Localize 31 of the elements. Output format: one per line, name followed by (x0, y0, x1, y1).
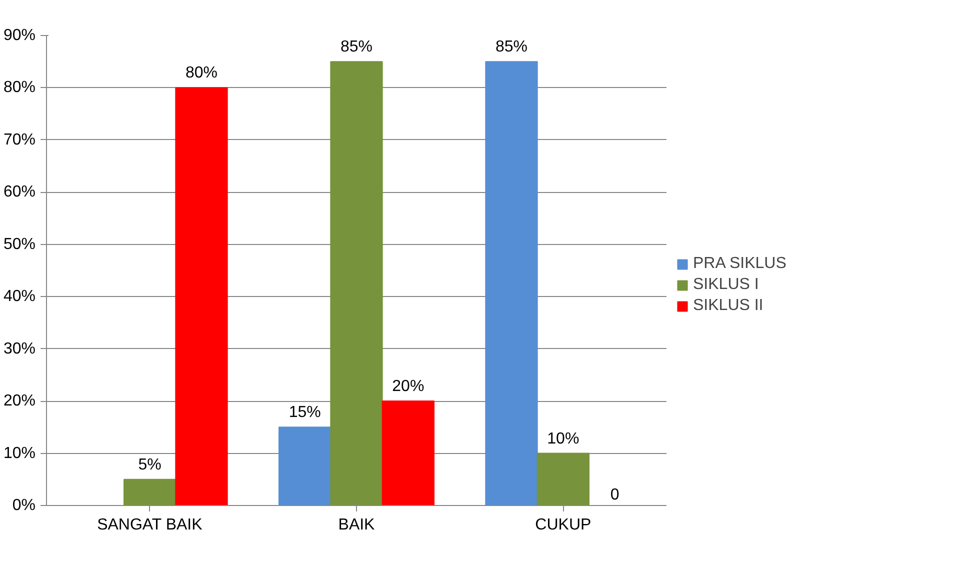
bar (330, 61, 383, 506)
data-label: 80% (185, 64, 218, 82)
y-tick-label: 40% (3, 288, 36, 306)
y-tick-label: 50% (3, 236, 36, 253)
data-label: 15% (288, 404, 321, 422)
x-tick-label: BAIK (338, 516, 376, 534)
data-label: 20% (392, 378, 424, 396)
bar (124, 478, 176, 506)
legend-label: SIKLUS II (693, 297, 764, 315)
y-tick-label: 0% (12, 497, 36, 514)
bar (382, 400, 434, 506)
bar (485, 61, 538, 506)
data-label: 10% (547, 430, 580, 448)
data-label: 85% (340, 38, 373, 56)
bar (278, 426, 332, 506)
data-label: 85% (495, 38, 528, 56)
x-tick-label: CUKUP (535, 516, 592, 534)
y-tick-label: 20% (3, 392, 36, 410)
legend-label: PRA SIKLUS (693, 255, 786, 273)
bar (536, 452, 590, 506)
y-tick-label: 90% (3, 27, 36, 44)
y-tick-label: 10% (3, 444, 36, 462)
y-tick-label: 70% (3, 131, 36, 148)
y-tick-label: 80% (3, 79, 36, 96)
legend-label: SIKLUS I (693, 276, 759, 294)
x-tick-label: SANGAT BAIK (97, 516, 203, 534)
y-tick-label: 60% (3, 184, 36, 201)
data-label: 0 (610, 486, 620, 504)
y-tick-label: 30% (3, 340, 36, 358)
data-label: 5% (138, 456, 162, 474)
bar (175, 87, 228, 506)
